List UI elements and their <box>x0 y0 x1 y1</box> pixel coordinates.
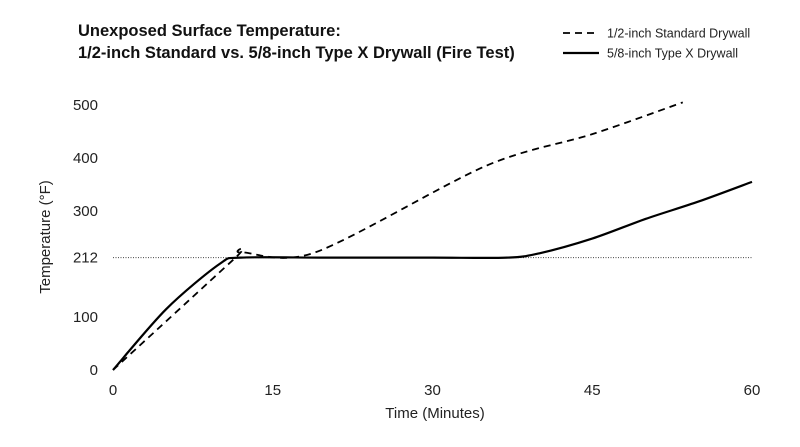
y-tick-label: 400 <box>73 150 98 167</box>
legend-label: 5/8-inch Type X Drywall <box>607 47 738 61</box>
y-axis-label: Temperature (°F) <box>37 180 54 294</box>
x-tick-label: 60 <box>744 382 761 399</box>
chart-title-block: Unexposed Surface Temperature: 1/2-inch … <box>78 20 515 64</box>
y-tick-label: 500 <box>73 97 98 114</box>
y-tick-label: 212 <box>73 250 98 267</box>
axes-layer: 0 100 212 300 400 500 0 15 30 45 60 <box>73 97 760 399</box>
y-tick-label: 0 <box>90 362 98 379</box>
series-layer <box>112 101 753 371</box>
y-tick-label: 300 <box>73 203 98 220</box>
chart-subtitle: 1/2-inch Standard vs. 5/8-inch Type X Dr… <box>78 44 515 62</box>
x-tick-label: 45 <box>584 382 601 399</box>
legend-label: 1/2-inch Standard Drywall <box>607 27 750 41</box>
series-line-half-inch-standard <box>112 101 684 371</box>
x-tick-label: 30 <box>424 382 441 399</box>
x-axis-label: Time (Minutes) <box>385 405 484 422</box>
x-tick-label: 0 <box>109 382 117 399</box>
series-line-five-eighths-type-x <box>112 180 753 371</box>
chart-title: Unexposed Surface Temperature: <box>78 22 341 40</box>
legend: 1/2-inch Standard Drywall 5/8-inch Type X… <box>563 27 750 61</box>
x-tick-label: 15 <box>264 382 281 399</box>
y-tick-label: 100 <box>73 309 98 326</box>
